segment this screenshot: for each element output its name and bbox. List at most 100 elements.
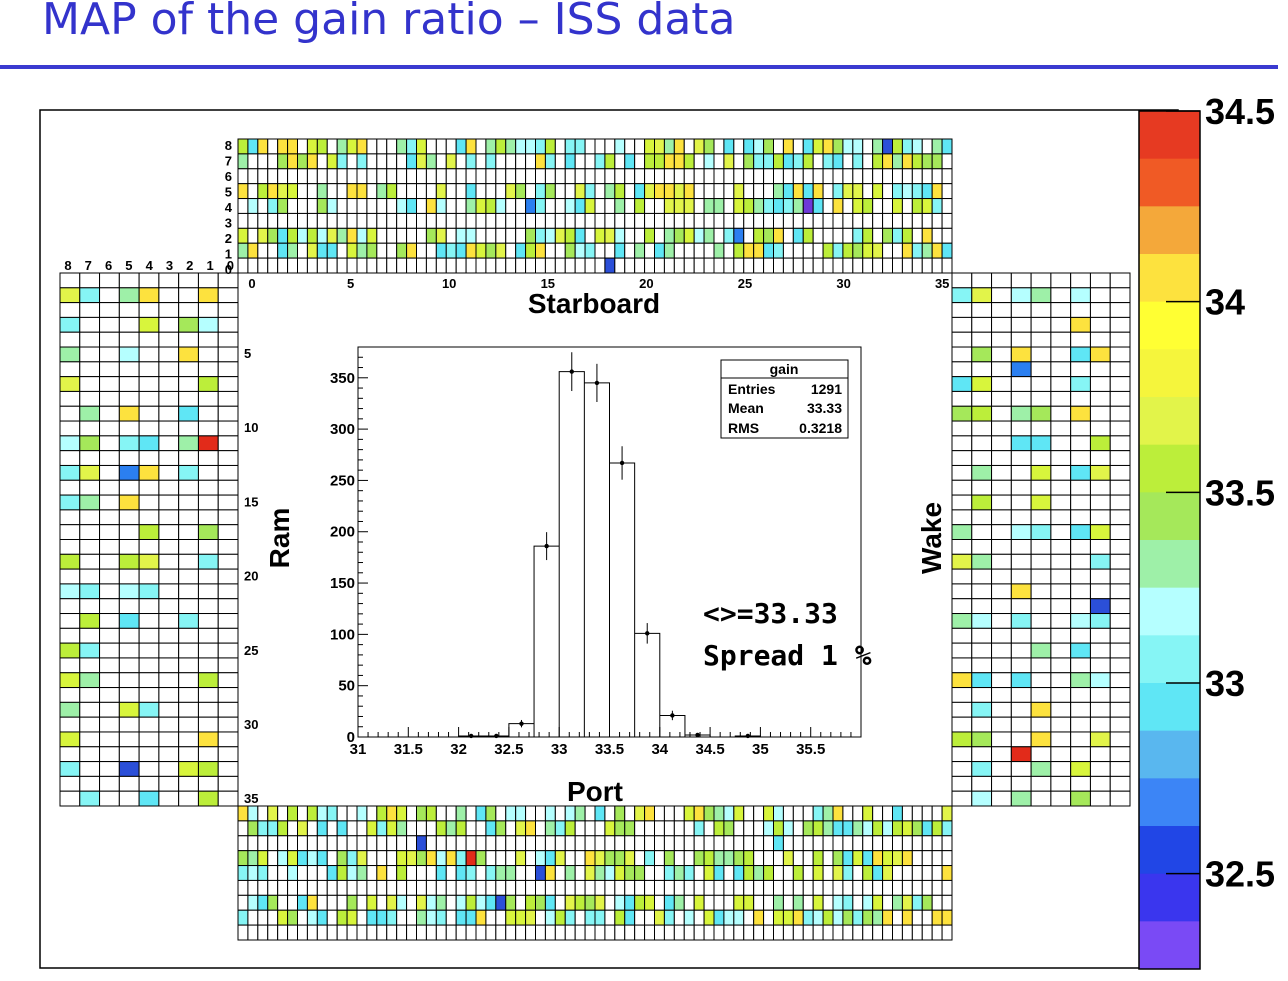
- map-cell: [525, 820, 536, 837]
- map-cell: [763, 865, 774, 881]
- map-cell: [753, 909, 765, 926]
- map-cell: [1089, 642, 1111, 659]
- map-cell: [723, 183, 735, 200]
- map-cell: [1010, 302, 1032, 318]
- map-cell: [445, 212, 457, 229]
- map-cell: [366, 212, 378, 229]
- map-cell: [892, 835, 903, 852]
- map-cell: [574, 183, 586, 200]
- map-cell: [416, 212, 427, 229]
- map-cell: [326, 909, 338, 926]
- map-cell: [1050, 627, 1072, 644]
- map-cell: [842, 198, 854, 214]
- map-cell: [822, 805, 834, 822]
- map-cell: [217, 494, 239, 511]
- map-cell: [882, 924, 893, 941]
- colorbar-label: 34: [1205, 282, 1245, 323]
- map-cell: [1070, 361, 1091, 378]
- map-cell: [99, 716, 120, 733]
- map-cell: [287, 212, 299, 229]
- map-cell: [911, 198, 923, 214]
- map-cell: [683, 257, 695, 274]
- map-cell: [158, 761, 180, 777]
- map-cell: [1010, 331, 1032, 348]
- map-cell: [901, 212, 913, 229]
- map-cell: [158, 657, 180, 674]
- map-cell: [1050, 287, 1072, 304]
- map-cell: [822, 212, 834, 229]
- map-cell: [277, 153, 289, 170]
- map-cell: [1109, 361, 1131, 378]
- map-cell: [832, 924, 844, 941]
- map-cell: [1089, 553, 1111, 570]
- map-cell: [445, 183, 457, 200]
- map-cell: [425, 242, 437, 259]
- starboard-row-label: 1: [225, 247, 232, 262]
- map-cell: [882, 805, 893, 822]
- map-cell: [346, 183, 358, 200]
- map-cell: [644, 257, 655, 274]
- map-cell: [822, 835, 834, 852]
- map-cell: [118, 509, 140, 526]
- starboard-row-label: 0: [225, 262, 232, 277]
- map-cell: [505, 805, 517, 822]
- map-cell: [118, 435, 140, 452]
- map-cell: [406, 168, 418, 185]
- map-cell: [1089, 613, 1111, 629]
- map-cell: [287, 835, 299, 852]
- map-cell: [406, 879, 418, 896]
- map-cell: [624, 879, 636, 896]
- map-cell: [1010, 775, 1032, 792]
- starboard-col-labels: 0 5 10 15 20 25 30 35: [248, 276, 949, 291]
- map-cell: [455, 865, 467, 881]
- map-cell: [435, 183, 447, 200]
- map-cell: [59, 701, 81, 718]
- map-cell: [941, 835, 953, 852]
- map-cell: [852, 909, 864, 926]
- map-cell: [178, 302, 199, 318]
- map-cell: [862, 212, 874, 229]
- map-cell: [882, 879, 893, 896]
- map-cell: [892, 865, 903, 881]
- map-cell: [79, 450, 101, 466]
- map-cell: [951, 331, 973, 348]
- map-cell: [316, 894, 328, 911]
- map-cell: [396, 212, 408, 229]
- map-cell: [178, 716, 199, 733]
- map-cell: [693, 835, 705, 852]
- map-cell: [158, 479, 180, 496]
- map-cell: [574, 138, 586, 155]
- colorbar-step: [1139, 444, 1200, 493]
- colorbar-step: [1139, 635, 1200, 684]
- map-cell: [495, 257, 507, 274]
- map-cell: [644, 820, 655, 837]
- map-cell: [475, 138, 487, 155]
- map-cell: [306, 227, 318, 244]
- map-cell: [663, 153, 675, 170]
- map-cell: [971, 553, 993, 570]
- map-cell: [118, 761, 140, 777]
- map-cell: [1030, 627, 1052, 644]
- map-cell: [138, 716, 160, 733]
- map-cell: [951, 272, 973, 289]
- map-cell: [79, 420, 101, 437]
- map-cell: [842, 257, 854, 274]
- map-cell: [1109, 331, 1131, 348]
- map-cell: [257, 865, 269, 881]
- map-cell: [634, 894, 646, 911]
- map-cell: [118, 657, 140, 674]
- map-cell: [773, 805, 784, 822]
- map-cell: [654, 894, 665, 911]
- map-cell: [832, 835, 844, 852]
- map-cell: [654, 198, 665, 214]
- map-cell: [931, 138, 943, 155]
- map-cell: [217, 509, 239, 526]
- map-cell: [485, 850, 497, 867]
- map-cell: [991, 583, 1012, 600]
- map-cell: [178, 361, 199, 378]
- map-cell: [59, 420, 81, 437]
- map-cell: [475, 198, 487, 214]
- ram-col-label: 4: [146, 258, 154, 273]
- map-cell: [753, 257, 765, 274]
